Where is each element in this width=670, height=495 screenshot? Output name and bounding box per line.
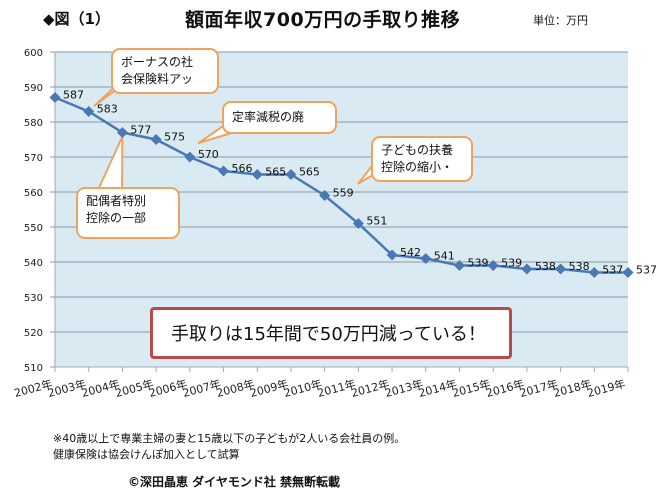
data-point <box>319 190 331 201</box>
callout-spouse: 配偶者特別 控除の一部 <box>76 187 180 239</box>
data-label: 566 <box>232 162 253 175</box>
data-label: 541 <box>434 250 455 263</box>
data-point <box>420 253 432 264</box>
y-axis: 510 520 530 540 550 560 570 580 590 600 <box>24 48 628 374</box>
data-point <box>453 260 465 271</box>
data-label: 575 <box>164 131 185 144</box>
data-label: 539 <box>467 257 488 270</box>
data-point <box>116 127 128 138</box>
callout-teiritsu: 定率減税の廃 <box>222 101 337 134</box>
series-line <box>54 96 628 274</box>
data-label: 538 <box>535 260 556 273</box>
callout-bonus-line1: ボーナスの社 <box>121 55 194 69</box>
callout-bonus-line2: 会保険料アッ <box>121 72 194 86</box>
data-label: 542 <box>400 246 421 259</box>
y-tick-label: 590 <box>24 83 43 94</box>
callout-children-line1: 子どもの扶養 <box>381 143 454 157</box>
data-label: 538 <box>569 260 590 273</box>
data-label: 565 <box>299 166 320 179</box>
data-point <box>184 151 196 163</box>
x-axis: 2002年2003年2004年2005年2006年2007年2008年2009年… <box>12 367 629 400</box>
callout-spouse-line1: 配偶者特別 <box>86 194 147 208</box>
callout-bonus: ボーナスの社 会保険料アッ <box>111 48 219 94</box>
data-label: 587 <box>63 89 84 102</box>
data-point <box>83 106 95 117</box>
data-point <box>218 165 230 177</box>
data-point <box>150 134 162 145</box>
data-point <box>555 263 567 275</box>
data-label: 539 <box>501 257 522 270</box>
data-label: 570 <box>198 148 219 161</box>
series-markers <box>49 92 634 278</box>
data-label: 559 <box>333 187 354 200</box>
data-label: 537 <box>602 264 623 277</box>
data-point <box>622 267 634 278</box>
y-tick-label: 600 <box>24 48 43 59</box>
data-point <box>521 263 533 275</box>
callout-teiritsu-line1: 定率減税の廃 <box>232 110 305 124</box>
x-tick-label: 2019年 <box>585 376 626 400</box>
data-point <box>487 260 499 271</box>
callout-spouse-line2: 控除の一部 <box>86 211 147 225</box>
data-point <box>352 218 364 229</box>
y-tick-label: 510 <box>24 363 43 374</box>
figure-label: ◆図（1） <box>43 10 110 28</box>
y-tick-label: 580 <box>24 118 43 129</box>
y-tick-label: 520 <box>24 328 43 339</box>
data-label: 565 <box>265 166 286 179</box>
y-tick-label: 540 <box>24 258 43 269</box>
unit-label: 単位：万円 <box>533 14 588 27</box>
y-tick-label: 570 <box>24 153 43 164</box>
callout-children: 子どもの扶養 控除の縮小・ <box>371 136 473 182</box>
data-label: 583 <box>97 103 118 116</box>
footnote-1: ※40歳以上で専業主婦の妻と15歳以下の子どもが2人いる会社員の例。 <box>53 432 406 445</box>
data-point <box>285 169 297 180</box>
data-labels: 587 583 577 575 570 566 565 565 559 551 542 541 539 5… <box>63 89 657 277</box>
y-tick-label: 550 <box>24 223 43 234</box>
y-tick-label: 560 <box>24 188 43 199</box>
summary-banner: 手取りは15年間で50万円減っている！ <box>150 307 512 359</box>
data-point <box>49 92 61 103</box>
copyright-credit: ©深田晶恵 ダイヤモンド社 禁無断転載 <box>128 475 340 489</box>
data-point <box>588 267 600 278</box>
data-label: 537 <box>636 264 657 277</box>
gridlines <box>50 51 628 368</box>
data-point <box>251 169 263 180</box>
summary-banner-text: 手取りは15年間で50万円減っている！ <box>171 324 486 345</box>
data-label: 551 <box>366 215 387 228</box>
data-label: 577 <box>130 124 151 137</box>
callout-children-line2: 控除の縮小・ <box>381 160 454 174</box>
data-point <box>386 249 398 261</box>
y-tick-label: 530 <box>24 293 43 304</box>
chart-title: 額面年収700万円の手取り推移 <box>185 9 461 31</box>
footnote-2: 健康保険は協会けんぽ加入として試算 <box>53 448 240 461</box>
